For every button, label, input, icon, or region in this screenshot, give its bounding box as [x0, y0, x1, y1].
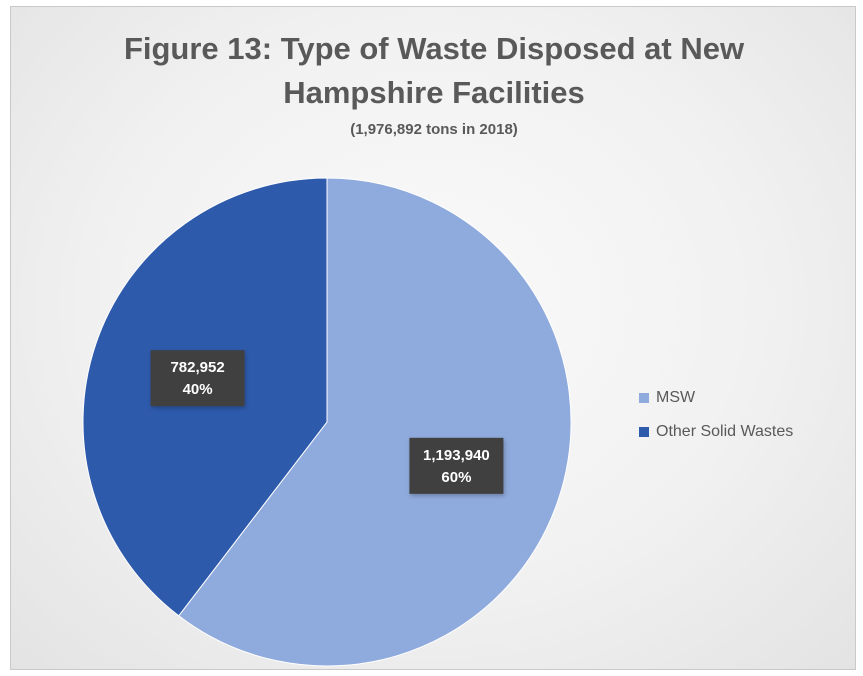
data-label-msw: 1,193,940 60% [409, 437, 504, 494]
legend: MSW Other Solid Wastes [639, 381, 793, 449]
data-label-value-other-solid-wastes: 782,952 [170, 359, 224, 376]
legend-swatch-other-solid-wastes [639, 427, 649, 437]
legend-item-other-solid-wastes: Other Solid Wastes [639, 415, 793, 449]
data-label-other-solid-wastes: 782,952 40% [150, 350, 245, 407]
data-label-percent-msw: 60% [441, 469, 471, 486]
chart-title: Figure 13: Type of Waste Disposed at New… [11, 27, 857, 115]
legend-label-other-solid-wastes: Other Solid Wastes [656, 423, 794, 440]
chart-title-line-2: Hampshire Facilities [283, 75, 585, 110]
pie-chart: 1,193,940 60% 782,952 40% [82, 177, 572, 667]
legend-swatch-msw [639, 393, 649, 403]
legend-item-msw: MSW [639, 381, 793, 415]
chart-title-line-1: Figure 13: Type of Waste Disposed at New [123, 31, 745, 66]
chart-subtitle: (1,976,892 tons in 2018) [350, 121, 518, 138]
legend-label-msw: MSW [656, 389, 696, 406]
chart-area: Figure 13: Type of Waste Disposed at New… [10, 6, 856, 670]
data-label-box-msw [409, 437, 504, 494]
data-label-percent-other-solid-wastes: 40% [183, 381, 213, 398]
pie-slice-msw [178, 177, 572, 667]
data-label-box-other-solid-wastes [150, 350, 245, 407]
data-label-value-msw: 1,193,940 [423, 447, 490, 464]
